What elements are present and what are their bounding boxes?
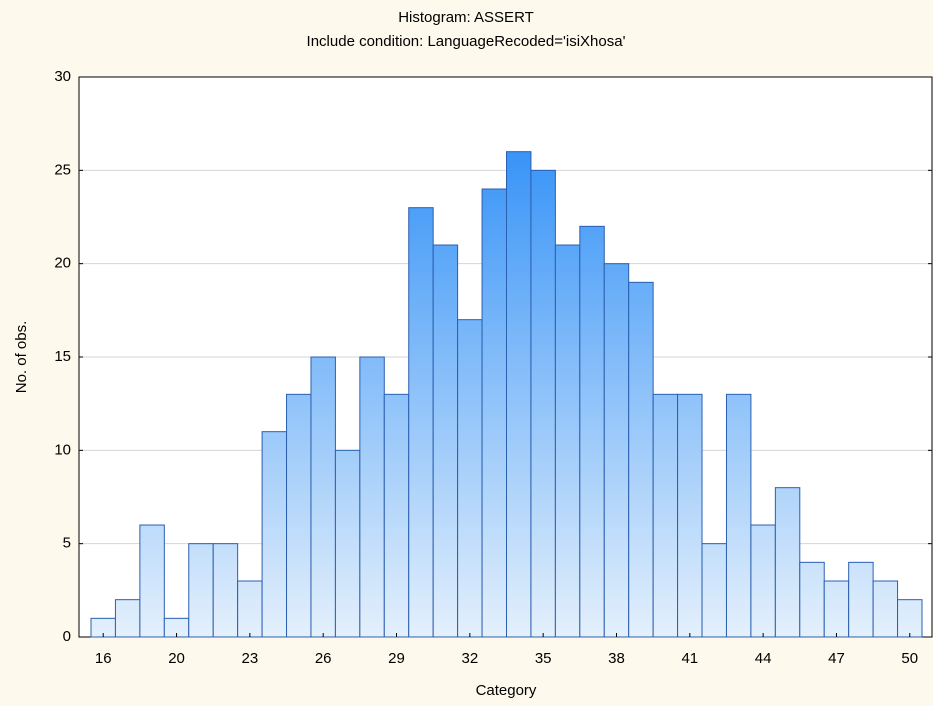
y-tick-label: 15 — [54, 348, 71, 365]
bar — [799, 561, 825, 638]
bar — [603, 263, 630, 638]
y-tick-label: 0 — [63, 628, 71, 645]
bar — [872, 580, 899, 638]
bar — [725, 393, 752, 638]
bar — [359, 356, 385, 638]
x-axis-label: Category — [476, 682, 537, 699]
y-tick-label: 20 — [54, 255, 71, 272]
bar — [261, 431, 288, 638]
chart-subtitle: Include condition: LanguageRecoded='isiX… — [307, 33, 626, 50]
bar — [774, 487, 801, 638]
bar — [212, 543, 239, 638]
x-tick-label: 50 — [901, 650, 918, 667]
bar — [506, 151, 532, 638]
bar — [237, 580, 263, 638]
x-tick-label: 41 — [681, 650, 698, 667]
bar — [310, 356, 336, 638]
x-tick-label: 23 — [242, 650, 259, 667]
chart-title: Histogram: ASSERT — [398, 9, 534, 26]
bar — [848, 561, 874, 638]
x-tick-label: 20 — [168, 650, 185, 667]
bar — [432, 244, 459, 638]
bar — [579, 225, 605, 638]
bar — [114, 599, 141, 638]
x-tick-label: 16 — [95, 650, 112, 667]
y-tick-label: 25 — [54, 161, 71, 178]
bar — [188, 543, 214, 638]
bar — [286, 393, 312, 638]
x-tick-label: 47 — [828, 650, 845, 667]
bar — [652, 393, 679, 638]
bar — [334, 449, 361, 638]
bar — [677, 393, 703, 638]
bar — [481, 188, 508, 638]
bar — [750, 524, 776, 638]
x-tick-label: 44 — [755, 650, 772, 667]
x-tick-label: 32 — [461, 650, 478, 667]
bar — [628, 281, 654, 638]
bar — [897, 599, 923, 638]
bar — [554, 244, 581, 638]
bar — [457, 319, 483, 638]
x-tick-label: 38 — [608, 650, 625, 667]
y-tick-label: 5 — [63, 535, 71, 552]
bar — [408, 207, 434, 638]
bar — [823, 580, 850, 638]
bar — [530, 169, 556, 638]
x-tick-label: 35 — [535, 650, 552, 667]
y-tick-label: 30 — [54, 68, 71, 85]
y-tick-label: 10 — [54, 441, 71, 458]
bar — [139, 524, 165, 638]
bar — [701, 543, 727, 638]
x-tick-label: 26 — [315, 650, 332, 667]
bar — [383, 393, 410, 638]
x-tick-label: 29 — [388, 650, 405, 667]
y-axis-label: No. of obs. — [13, 321, 30, 394]
